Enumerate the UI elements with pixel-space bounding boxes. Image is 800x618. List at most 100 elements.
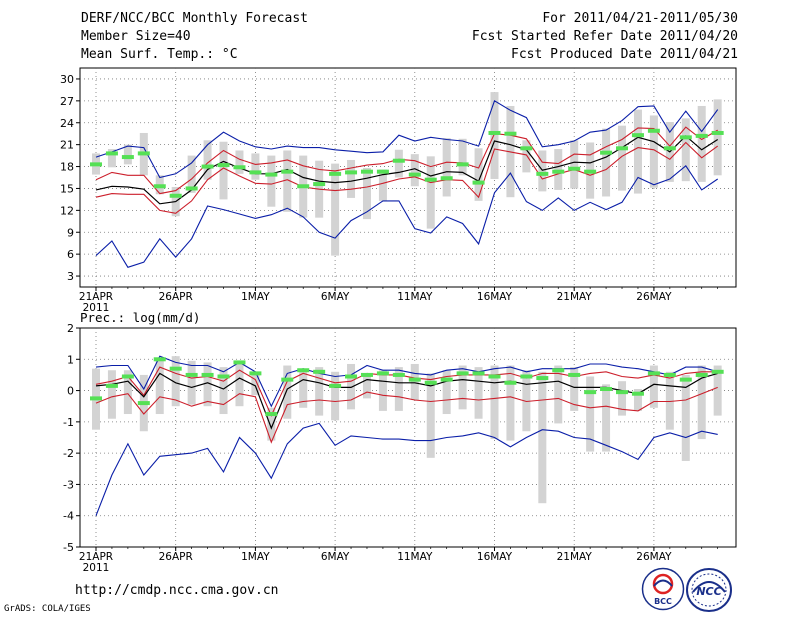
temp-observed-mark bbox=[249, 170, 262, 175]
temp-observed-mark bbox=[392, 158, 405, 163]
temp-observed-mark bbox=[695, 133, 708, 138]
temp-y-tick-label: 9 bbox=[67, 226, 74, 239]
prec-box-bar bbox=[394, 367, 403, 411]
prec-box-bar bbox=[251, 371, 260, 396]
prec-observed-mark bbox=[90, 396, 102, 401]
temp-observed-mark bbox=[313, 182, 326, 187]
prec-box-bar bbox=[362, 374, 371, 399]
prec-observed-mark bbox=[488, 374, 501, 379]
prec-box-bar bbox=[681, 374, 690, 461]
temp-x-tick-label: 1MAY bbox=[241, 291, 270, 303]
temp-observed-mark bbox=[552, 169, 565, 174]
temp-box-bar bbox=[681, 118, 690, 182]
temp-observed-mark bbox=[600, 150, 613, 155]
temp-observed-mark bbox=[105, 151, 118, 156]
prec-x-tick-label: 26APR bbox=[159, 551, 193, 563]
prec-observed-mark bbox=[536, 376, 549, 381]
forecast-title: DERF/NCC/BCC Monthly Forecast bbox=[81, 11, 308, 26]
temp-box-bar bbox=[410, 154, 419, 187]
prec-min-line bbox=[95, 422, 718, 516]
temp-observed-mark bbox=[121, 155, 134, 160]
prec-box-bar bbox=[187, 360, 196, 405]
temp-box-bar bbox=[219, 141, 228, 200]
forecast-start-date-label: Fcst Started Refer Date 2011/04/20 bbox=[471, 29, 738, 44]
temp-x-tick-label: 21APR bbox=[79, 291, 113, 303]
prec-box-bar bbox=[331, 371, 340, 421]
temp-y-tick-label: 15 bbox=[60, 182, 74, 195]
prec-box-bar bbox=[490, 365, 499, 440]
temp-observed-mark bbox=[217, 163, 230, 168]
temp-observed-mark bbox=[233, 165, 246, 170]
prec-year-label: 2011 bbox=[83, 562, 110, 574]
temp-box-bar bbox=[633, 109, 642, 194]
temp-box-bar bbox=[554, 149, 563, 190]
prec-box-bar bbox=[171, 356, 180, 407]
prec-box-bar bbox=[426, 373, 435, 458]
prec-y-tick-label: -1 bbox=[63, 416, 74, 429]
temp-observed-mark bbox=[520, 146, 533, 151]
temp-box-bar bbox=[123, 144, 132, 165]
variable-label: Mean Surf. Temp.: °C bbox=[81, 47, 238, 62]
temp-observed-mark bbox=[169, 193, 182, 198]
prec-box-bar bbox=[474, 367, 483, 419]
temp-box-bar bbox=[187, 155, 196, 193]
prec-upper-spread-line bbox=[95, 366, 718, 417]
temp-observed-mark bbox=[616, 146, 629, 151]
forecast-period-label: For 2011/04/21-2011/05/30 bbox=[542, 11, 738, 26]
temp-observed-mark bbox=[488, 130, 501, 135]
prec-box-bar bbox=[155, 357, 164, 415]
prec-box-bar bbox=[219, 367, 228, 415]
temp-box-bar bbox=[251, 153, 260, 180]
prec-y-tick-label: -5 bbox=[63, 541, 74, 554]
prec-box-bar bbox=[283, 365, 292, 419]
prec-observed-mark bbox=[616, 390, 629, 395]
temp-observed-mark bbox=[185, 186, 198, 191]
prec-observed-mark bbox=[297, 368, 310, 373]
prec-box-bar bbox=[554, 365, 563, 424]
prec-observed-mark bbox=[153, 357, 166, 362]
temp-y-tick-label: 27 bbox=[60, 95, 74, 108]
prec-observed-mark bbox=[345, 374, 358, 379]
member-size-label: Member Size=40 bbox=[81, 29, 191, 44]
prec-observed-mark bbox=[105, 383, 118, 388]
prec-box-bar bbox=[378, 370, 387, 411]
prec-observed-mark bbox=[121, 374, 134, 379]
prec-observed-mark bbox=[440, 377, 453, 382]
prec-observed-mark bbox=[249, 371, 262, 376]
prec-x-tick-label: 1MAY bbox=[241, 551, 270, 563]
temp-y-tick-label: 24 bbox=[60, 117, 74, 130]
temp-box-bar bbox=[442, 138, 451, 197]
temp-observed-mark bbox=[281, 169, 294, 174]
temp-observed-mark bbox=[663, 146, 676, 151]
temp-observed-mark bbox=[711, 130, 724, 135]
temp-plot-frame bbox=[79, 67, 737, 288]
temp-x-tick-label: 21MAY bbox=[557, 291, 593, 303]
forecast-produced-date-label: Fcst Produced Date 2011/04/21 bbox=[511, 47, 738, 62]
temp-x-tick-label: 26APR bbox=[159, 291, 193, 303]
prec-box-bar bbox=[458, 365, 467, 410]
prec-observed-mark bbox=[169, 366, 182, 371]
temp-year-label: 2011 bbox=[83, 302, 110, 314]
prec-box-bar bbox=[442, 370, 451, 415]
source-url[interactable]: http://cmdp.ncc.cma.gov.cn bbox=[75, 583, 279, 598]
temp-box-bar bbox=[697, 105, 706, 182]
ncc-logo-text: NCC bbox=[696, 585, 721, 598]
prec-box-bar bbox=[602, 384, 611, 452]
prec-x-tick-label: 26MAY bbox=[636, 551, 672, 563]
temp-observed-mark bbox=[440, 176, 453, 181]
prec-observed-mark bbox=[472, 371, 485, 376]
temp-observed-mark bbox=[631, 133, 644, 138]
temp-observed-mark bbox=[679, 135, 692, 140]
temp-observed-mark bbox=[329, 171, 342, 176]
temp-y-tick-label: 6 bbox=[67, 248, 74, 261]
precip-panel-title: Prec.: log(mm/d) bbox=[80, 310, 200, 325]
temp-box-bar bbox=[713, 99, 722, 176]
prec-box-bar bbox=[299, 368, 308, 408]
temp-observed-mark bbox=[408, 172, 421, 177]
prec-box-bar bbox=[570, 367, 579, 411]
prec-box-bar bbox=[315, 367, 324, 416]
prec-box-bar bbox=[506, 365, 515, 441]
prec-box-bar bbox=[203, 362, 212, 407]
temp-x-tick-label: 11MAY bbox=[397, 291, 433, 303]
